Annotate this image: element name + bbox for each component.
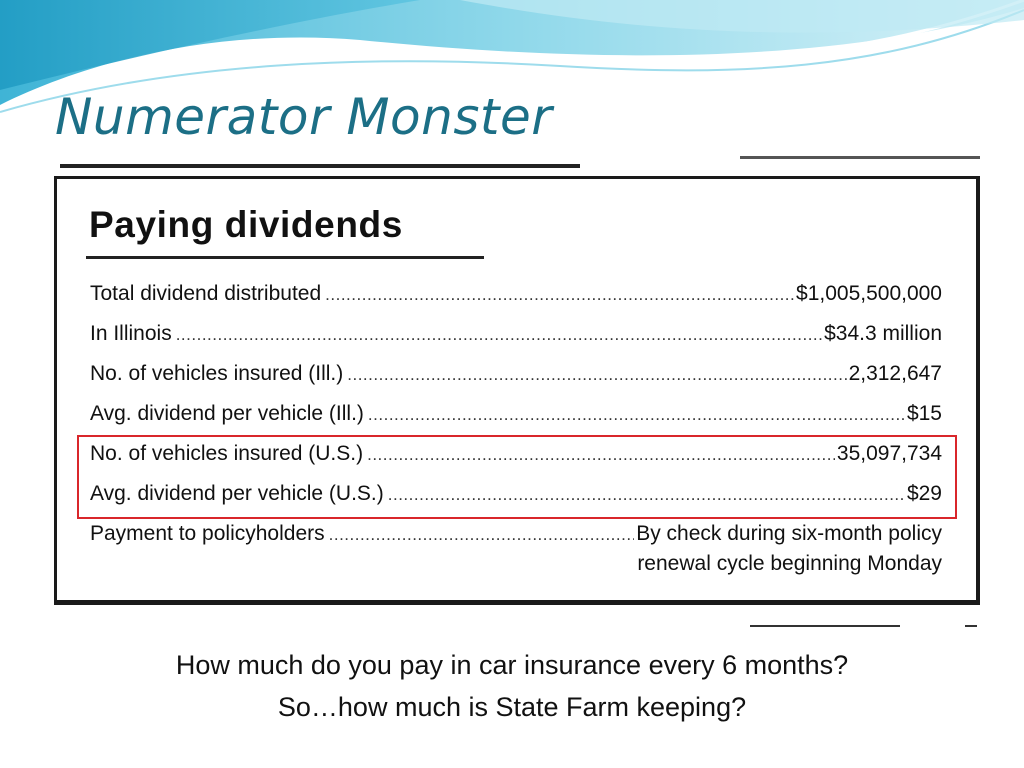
dividend-rows: Total dividend distributed .............… <box>90 282 942 576</box>
row-label: No. of vehicles insured (Ill.) <box>90 362 344 385</box>
row-vehicles-ill: No. of vehicles insured (Ill.) .........… <box>90 362 942 402</box>
clipping-top-rule-fragment <box>740 156 980 159</box>
row-value: $15 <box>906 402 942 425</box>
row-label: Payment to policyholders <box>90 522 325 545</box>
clipping-heading: Paying dividends <box>89 204 403 245</box>
leader-dots: ........................................… <box>367 445 835 464</box>
heading-underline <box>86 256 484 259</box>
row-avg-dividend-us: Avg. dividend per vehicle (U.S.) .......… <box>90 482 942 522</box>
clipping-frame <box>54 176 980 605</box>
row-vehicles-us: No. of vehicles insured (U.S.) .........… <box>90 442 942 482</box>
scan-artifact-line <box>965 625 977 627</box>
payment-value-continuation: renewal cycle beginning Monday <box>637 552 942 575</box>
leader-dots: ........................................… <box>347 365 846 384</box>
row-value: By check during six-month policy <box>636 522 942 545</box>
row-total-dividend: Total dividend distributed .............… <box>90 282 942 322</box>
row-label: Avg. dividend per vehicle (U.S.) <box>90 482 384 505</box>
leader-dots: ........................................… <box>175 325 822 344</box>
row-label: In Illinois <box>90 322 172 345</box>
leader-dots: ........................................… <box>367 405 905 424</box>
newspaper-clipping: Paying dividends Total dividend distribu… <box>50 156 982 627</box>
row-value: 35,097,734 <box>836 442 942 465</box>
row-payment: Payment to policyholders ...............… <box>90 522 942 552</box>
row-avg-dividend-ill: Avg. dividend per vehicle (Ill.) .......… <box>90 402 942 442</box>
scan-artifact-line <box>750 625 900 627</box>
row-value: $1,005,500,000 <box>796 282 942 305</box>
question-line-1: How much do you pay in car insurance eve… <box>175 650 849 680</box>
header-wave-decoration <box>0 0 1024 113</box>
row-value: 2,312,647 <box>848 362 942 385</box>
leader-dots: ........................................… <box>387 485 905 504</box>
row-label: Avg. dividend per vehicle (Ill.) <box>90 402 364 425</box>
slide-title: Numerator Monster <box>55 88 553 146</box>
leader-dots: ........................................… <box>325 285 795 304</box>
highlight-box <box>77 435 957 519</box>
row-label: Total dividend distributed <box>90 282 322 305</box>
row-value: $29 <box>906 482 942 505</box>
row-label: No. of vehicles insured (U.S.) <box>90 442 364 465</box>
question-line-2: So…how much is State Farm keeping? <box>277 692 747 722</box>
row-illinois: In Illinois ............................… <box>90 322 942 362</box>
clipping-top-rule <box>60 164 580 168</box>
leader-dots: ........................................… <box>328 525 635 544</box>
row-value: $34.3 million <box>824 322 942 345</box>
